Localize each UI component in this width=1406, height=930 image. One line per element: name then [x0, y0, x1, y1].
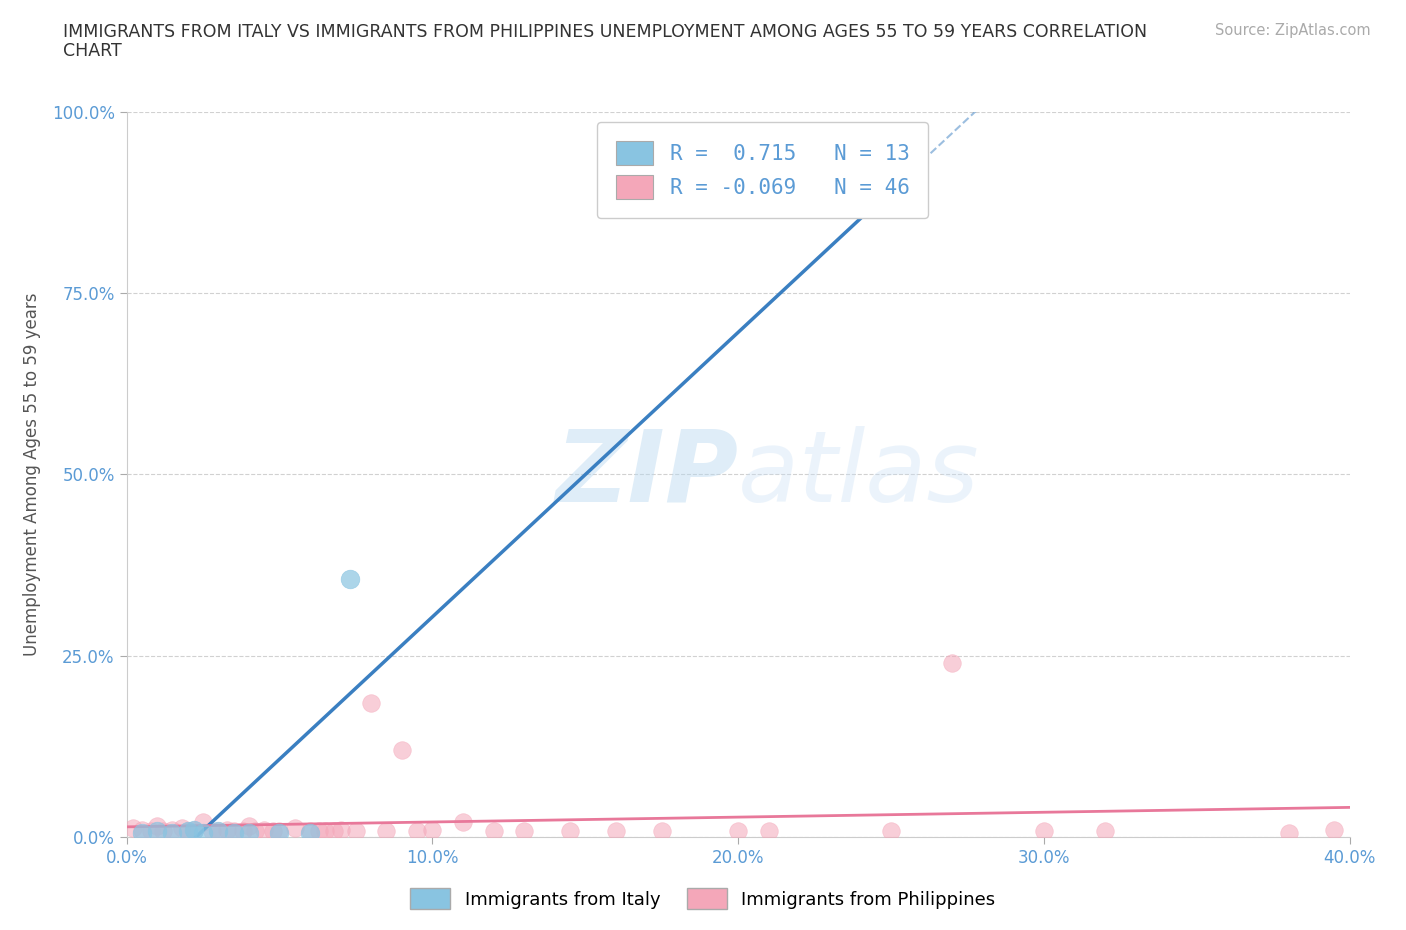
Point	[243, 824, 266, 839]
Legend: Immigrants from Italy, Immigrants from Philippines: Immigrants from Italy, Immigrants from P…	[404, 881, 1002, 916]
Legend: R =  0.715   N = 13, R = -0.069   N = 46: R = 0.715 N = 13, R = -0.069 N = 46	[596, 122, 928, 218]
Point	[299, 824, 322, 839]
Point	[162, 822, 184, 837]
Point	[139, 824, 162, 839]
Point	[605, 824, 627, 839]
Point	[391, 742, 413, 757]
Point	[238, 818, 260, 833]
Text: atlas: atlas	[738, 426, 980, 523]
Point	[880, 824, 903, 839]
Point	[758, 824, 780, 839]
Point	[941, 656, 963, 671]
Point	[1277, 826, 1299, 841]
Point	[207, 824, 229, 839]
Point	[238, 826, 260, 841]
Point	[222, 826, 245, 841]
Point	[177, 824, 200, 839]
Point	[360, 696, 382, 711]
Point	[131, 822, 153, 837]
Point	[183, 822, 205, 837]
Point	[329, 822, 352, 837]
Point	[344, 824, 367, 839]
Point	[375, 824, 398, 839]
Point	[1094, 824, 1116, 839]
Point	[191, 815, 214, 830]
Point	[217, 822, 239, 837]
Point	[177, 824, 200, 839]
Point	[162, 826, 184, 841]
Point	[1323, 822, 1346, 837]
Point	[253, 822, 276, 837]
Point	[482, 824, 505, 839]
Point	[422, 822, 444, 837]
Text: IMMIGRANTS FROM ITALY VS IMMIGRANTS FROM PHILIPPINES UNEMPLOYMENT AMONG AGES 55 : IMMIGRANTS FROM ITALY VS IMMIGRANTS FROM…	[63, 23, 1147, 41]
Point	[406, 824, 429, 839]
Point	[1033, 824, 1056, 839]
Point	[308, 824, 330, 839]
Point	[339, 572, 361, 587]
Point	[222, 824, 245, 839]
Point	[727, 824, 749, 839]
Point	[232, 824, 254, 839]
Text: Source: ZipAtlas.com: Source: ZipAtlas.com	[1215, 23, 1371, 38]
Point	[651, 824, 673, 839]
Point	[284, 821, 307, 836]
Point	[146, 824, 169, 839]
Point	[131, 826, 153, 841]
Y-axis label: Unemployment Among Ages 55 to 59 years: Unemployment Among Ages 55 to 59 years	[22, 293, 41, 656]
Point	[269, 824, 291, 839]
Point	[323, 824, 346, 839]
Point	[558, 824, 581, 839]
Point	[513, 824, 536, 839]
Point	[262, 824, 284, 839]
Point	[170, 821, 193, 836]
Point	[121, 821, 143, 836]
Point	[451, 815, 474, 830]
Point	[207, 824, 229, 839]
Point	[299, 826, 322, 841]
Point	[146, 818, 169, 833]
Text: ZIP: ZIP	[555, 426, 738, 523]
Point	[191, 826, 214, 841]
Point	[896, 155, 918, 170]
Point	[314, 824, 336, 839]
Point	[152, 824, 174, 839]
Point	[183, 822, 205, 837]
Text: CHART: CHART	[63, 42, 122, 60]
Point	[269, 826, 291, 841]
Point	[201, 824, 224, 839]
